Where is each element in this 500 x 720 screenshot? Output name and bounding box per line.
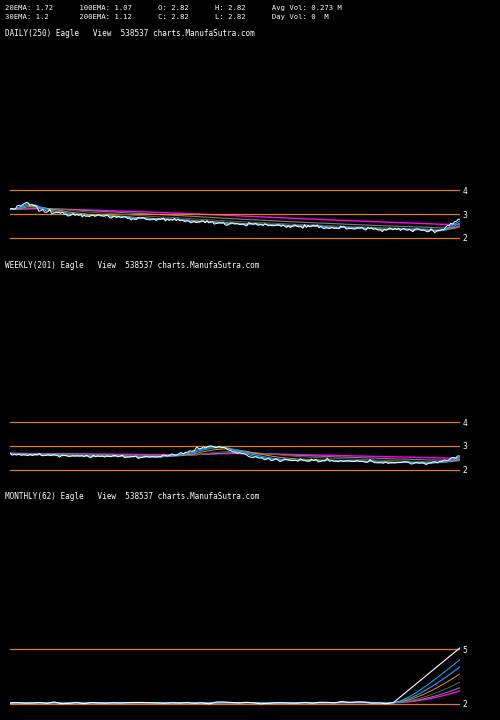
- Text: WEEKLY(201) Eagle   View  538537 charts.ManufaSutra.com: WEEKLY(201) Eagle View 538537 charts.Man…: [5, 261, 260, 269]
- Text: DAILY(250) Eagle   View  538537 charts.ManufaSutra.com: DAILY(250) Eagle View 538537 charts.Manu…: [5, 29, 255, 38]
- Text: 30EMA: 1.2       200EMA: 1.12      C: 2.82      L: 2.82      Day Vol: 0  M: 30EMA: 1.2 200EMA: 1.12 C: 2.82 L: 2.82 …: [5, 14, 329, 20]
- Text: 20EMA: 1.72      100EMA: 1.07      O: 2.82      H: 2.82      Avg Vol: 0.273 M: 20EMA: 1.72 100EMA: 1.07 O: 2.82 H: 2.82…: [5, 5, 342, 11]
- Text: MONTHLY(62) Eagle   View  538537 charts.ManufaSutra.com: MONTHLY(62) Eagle View 538537 charts.Man…: [5, 492, 260, 501]
